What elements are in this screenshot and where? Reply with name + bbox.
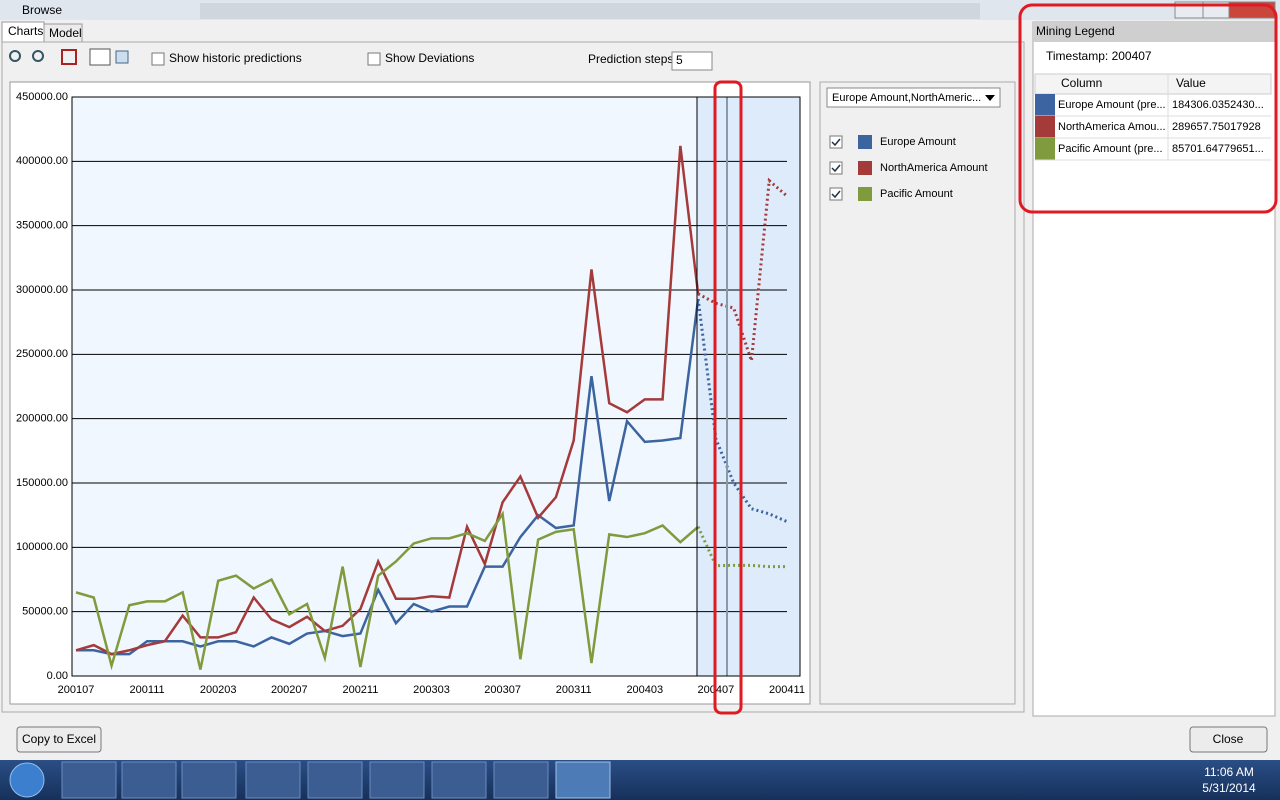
legend-panel <box>819 81 1016 705</box>
legend-checkbox[interactable] <box>829 135 843 149</box>
legend-swatch <box>858 135 872 149</box>
x-tick-label: 200307 <box>484 684 521 696</box>
plot-border <box>71 96 801 677</box>
steps-spinner[interactable] <box>671 51 713 71</box>
dropdown-text: Europe Amount,NorthAmeric... <box>832 92 981 104</box>
x-tick-label: 200207 <box>271 684 308 696</box>
table-cell: 289657.75017928 <box>1172 121 1261 133</box>
zoom-in[interactable] <box>9 50 21 62</box>
y-tick-label: 450000.00 <box>16 91 68 103</box>
x-tick-label: 200211 <box>342 684 378 696</box>
steps-label: Prediction steps <box>588 52 673 66</box>
x-tick-label: 200311 <box>556 684 592 696</box>
clock-time: 11:06 AM <box>1204 765 1254 779</box>
column-header: Value <box>1176 76 1206 90</box>
taskbar-chrome[interactable] <box>307 761 363 799</box>
dropdown-arrow <box>985 95 995 101</box>
copy-to-excel-button[interactable] <box>16 726 102 753</box>
y-tick-label: 250000.00 <box>16 348 68 360</box>
fit-button[interactable] <box>61 49 77 65</box>
check-mark <box>831 164 841 173</box>
taskbar-media[interactable] <box>121 761 177 799</box>
check-mark <box>831 138 841 147</box>
y-tick-label: 400000.00 <box>16 155 68 167</box>
y-tick-label: 50000.00 <box>22 606 68 618</box>
taskbar-snipping[interactable] <box>181 761 237 799</box>
checkbox[interactable] <box>367 52 381 66</box>
abs-button[interactable] <box>89 48 111 66</box>
table-cell: 184306.0352430... <box>1172 99 1264 111</box>
legend-label: Pacific Amount <box>880 188 953 200</box>
taskbar-ie[interactable] <box>245 761 301 799</box>
legend-dropdown[interactable] <box>826 87 1001 108</box>
tab-label: Charts <box>8 24 43 38</box>
legend-checkbox[interactable] <box>829 161 843 175</box>
x-tick-label: 200303 <box>413 684 450 696</box>
mining-legend-header <box>1033 22 1275 42</box>
y-tick-label: 350000.00 <box>16 220 68 232</box>
mining-legend-title: Mining Legend <box>1036 24 1115 38</box>
table-cell: NorthAmerica Amou... <box>1058 121 1166 133</box>
annotation-box <box>713 80 743 715</box>
y-tick-label: 200000.00 <box>16 413 68 425</box>
column-header: Column <box>1061 76 1102 90</box>
window-title: Browse <box>22 3 62 17</box>
copy-button[interactable] <box>115 50 129 64</box>
x-tick-label: 200111 <box>130 684 165 696</box>
series-line <box>75 145 700 656</box>
x-tick-label: 200411 <box>769 684 805 696</box>
y-tick-label: 0.00 <box>47 670 68 682</box>
start-button[interactable] <box>9 762 45 798</box>
y-tick-label: 150000.00 <box>16 477 68 489</box>
plot-area <box>72 97 800 676</box>
taskbar-lync[interactable] <box>431 761 487 799</box>
row-swatch <box>1035 138 1055 160</box>
taskbar-outlook[interactable] <box>369 761 425 799</box>
prediction-line <box>696 526 787 569</box>
checkbox[interactable] <box>151 52 165 66</box>
y-tick-label: 100000.00 <box>16 541 68 553</box>
taskbar-explorer[interactable] <box>61 761 117 799</box>
close-button[interactable] <box>1189 726 1268 753</box>
series-line <box>76 298 700 656</box>
tab-label: Model <box>49 26 82 40</box>
row-swatch <box>1035 94 1055 116</box>
table-header <box>1034 73 1272 95</box>
y-tick-label: 300000.00 <box>16 284 68 296</box>
legend-swatch <box>858 161 872 175</box>
check-mark <box>831 190 841 199</box>
taskbar-excel[interactable] <box>555 761 611 799</box>
steps-value: 5 <box>676 53 683 67</box>
x-tick-label: 200203 <box>200 684 237 696</box>
button-label: Copy to Excel <box>22 732 96 746</box>
clock-date: 5/31/2014 <box>1202 781 1256 795</box>
legend-label: NorthAmerica Amount <box>880 162 988 174</box>
annotation-box <box>1018 3 1278 214</box>
prediction-line <box>696 298 788 523</box>
table-cell: Pacific Amount (pre... <box>1058 143 1163 155</box>
row-swatch <box>1035 116 1055 138</box>
legend-label: Europe Amount <box>880 136 956 148</box>
checkbox-label: Show Deviations <box>385 51 474 65</box>
legend-checkbox[interactable] <box>829 187 843 201</box>
x-tick-label: 200107 <box>58 684 95 696</box>
legend-swatch <box>858 187 872 201</box>
table-cell: Europe Amount (pre... <box>1058 99 1166 111</box>
prediction-line <box>697 177 788 362</box>
series-line <box>75 510 699 671</box>
checkbox-label: Show historic predictions <box>169 51 302 65</box>
table-cell: 85701.64779651... <box>1172 143 1264 155</box>
prediction-region <box>697 97 800 676</box>
x-tick-label: 200403 <box>626 684 663 696</box>
background-tabs <box>200 3 980 19</box>
button-label: Close <box>1213 732 1244 746</box>
zoom-out[interactable] <box>32 50 44 62</box>
taskbar-app[interactable] <box>493 761 549 799</box>
timestamp: Timestamp: 200407 <box>1046 49 1152 63</box>
